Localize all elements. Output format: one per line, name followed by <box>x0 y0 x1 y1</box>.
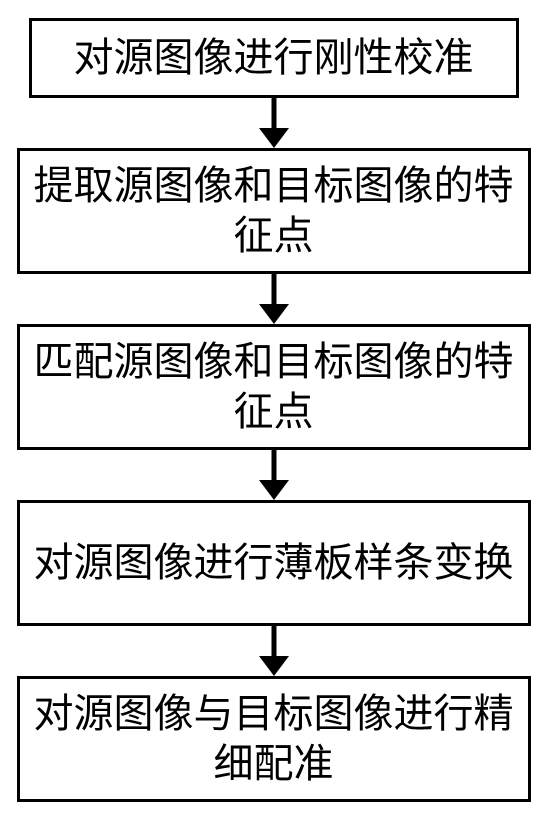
arrow-down-icon <box>259 98 289 148</box>
flowchart-node: 对源图像与目标图像进行精细配准 <box>17 676 531 802</box>
node-label: 对源图像进行刚性校准 <box>74 33 474 83</box>
node-label: 对源图像与目标图像进行精细配准 <box>28 689 520 789</box>
flowchart-container: 对源图像进行刚性校准提取源图像和目标图像的特征点匹配源图像和目标图像的特征点对源… <box>17 18 531 802</box>
flowchart-node: 对源图像进行薄板样条变换 <box>17 500 531 626</box>
arrow-down-icon <box>259 626 289 676</box>
flowchart-node: 匹配源图像和目标图像的特征点 <box>17 324 531 450</box>
arrow-down-icon <box>259 274 289 324</box>
arrow-down-icon <box>259 450 289 500</box>
node-label: 提取源图像和目标图像的特征点 <box>28 161 520 261</box>
node-label: 对源图像进行薄板样条变换 <box>34 538 514 588</box>
node-label: 匹配源图像和目标图像的特征点 <box>28 337 520 437</box>
flowchart-node: 对源图像进行刚性校准 <box>29 18 519 98</box>
flowchart-node: 提取源图像和目标图像的特征点 <box>17 148 531 274</box>
